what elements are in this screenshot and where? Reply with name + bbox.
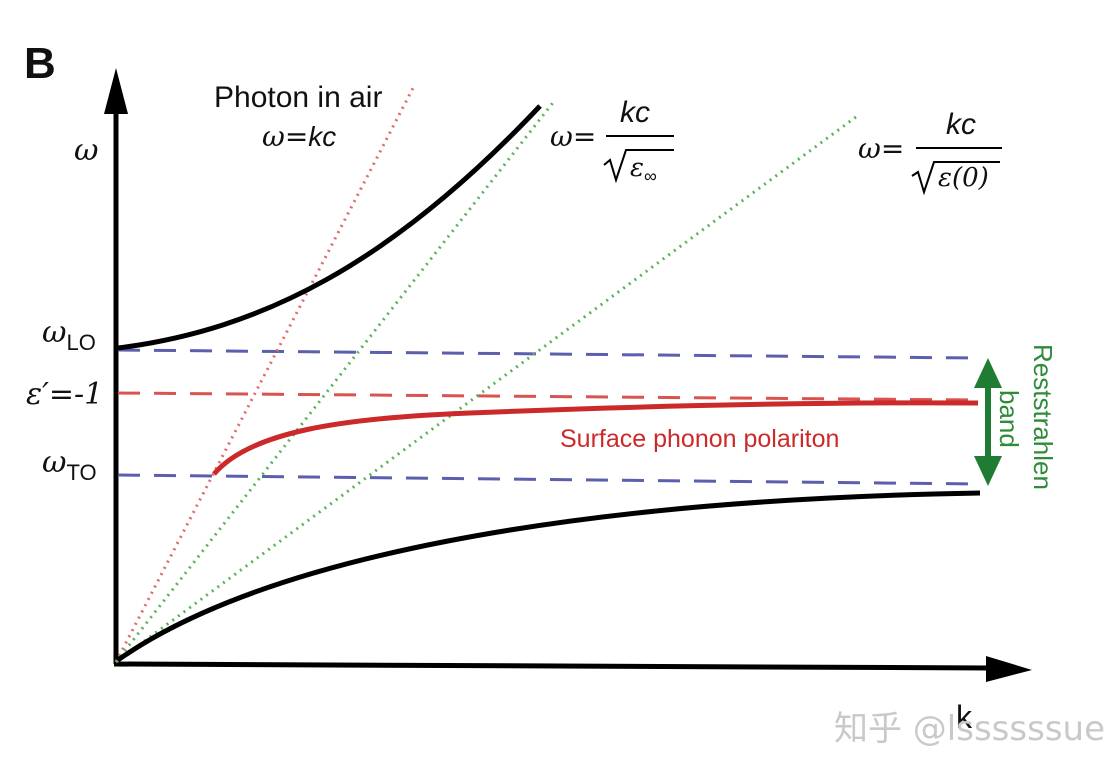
band-label: band [994,390,1024,448]
y-axis-arrowhead [104,68,128,114]
axes [104,68,1032,682]
lower-polariton-branch [116,490,981,663]
omega-to-label: ωTO [42,445,97,485]
eps-minus-one-dashed-line [117,391,979,402]
svg-text:ω=: ω= [858,132,904,165]
upper-polariton-branch [117,104,542,351]
x-axis [113,661,991,671]
svg-text:ε(0): ε(0) [938,163,989,193]
light-line-eps-inf [114,99,557,663]
equation-eps-inf: ω= kc ε∞ [550,96,674,186]
y-axis-symbol: ω [74,133,98,168]
equation-eps-zero: ω= kc ε(0) [858,108,1002,196]
light-line-eps-zero [115,112,861,664]
svg-text:kc: kc [946,108,976,141]
surface-phonon-polariton-label: Surface phonon polariton [560,425,839,453]
omega-to-dashed-line [117,473,979,486]
svg-text:kc: kc [620,96,650,129]
photon-in-air-equation: ω=kc [262,120,336,153]
photon-in-air-title: Photon in air [214,81,382,114]
x-axis-symbol: k [956,699,973,735]
eps-minus-one-label: ε′=-1 [26,377,103,412]
surface-phonon-polariton-curve [212,400,979,476]
watermark: 知乎 @lssssssue [834,709,1105,749]
svg-text:ε∞: ε∞ [630,153,657,186]
photon-in-air-line [114,87,415,663]
reststrahlen-band-arrow [974,358,1002,486]
omega-lo-label: ωLO [42,315,96,355]
x-axis-arrowhead [986,656,1032,682]
omega-lo-dashed-line [117,348,979,360]
reststrahlen-label: Reststrahlen [1028,344,1058,490]
panel-label: B [24,39,56,88]
svg-text:ω=: ω= [550,120,596,153]
